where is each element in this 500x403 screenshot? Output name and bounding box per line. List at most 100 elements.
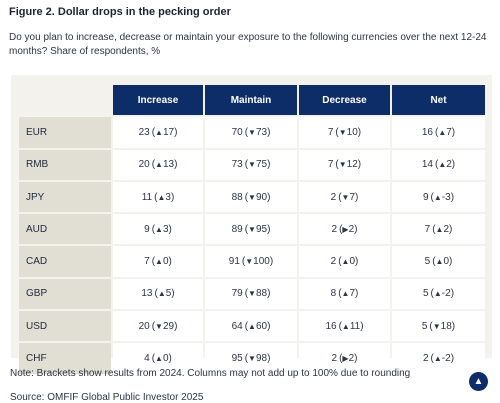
column-header-net: Net (392, 85, 485, 116)
prior-year-value: (▶2) (339, 224, 357, 235)
triangle-right-icon: ▶ (342, 224, 349, 234)
bracket-close: ) (267, 288, 271, 300)
cell-cad-net: 5 (▲0) (392, 246, 485, 277)
prior-value: 73 (255, 126, 268, 138)
cell-eur-net: 16 (▲7) (392, 117, 485, 148)
table-row: JPY 11 (▲3) 88 (▼90) 2 (▼7) 9 (▲-3) (19, 181, 485, 213)
cell-value: 2 (330, 191, 337, 203)
bracket-close: ) (170, 191, 175, 203)
prior-year-value: (▼18) (429, 321, 455, 332)
triangle-down-icon: ▼ (248, 224, 256, 234)
triangle-right-icon: ▶ (342, 354, 349, 364)
prior-value: 3 (165, 191, 171, 203)
bracket-close: ) (449, 223, 453, 235)
cell-value: 11 (141, 191, 153, 203)
triangle-up-icon: ▲ (155, 257, 163, 267)
bracket-close: ) (357, 159, 362, 171)
bracket-close: ) (355, 288, 359, 300)
prior-year-value: (▼90) (245, 192, 271, 203)
triangle-up-icon: ▲ (157, 289, 166, 299)
bracket-close: ) (355, 256, 359, 268)
cell-rmb-increase: 20 (▲13) (113, 149, 203, 180)
cell-value: 13 (141, 288, 153, 300)
cell-eur-increase: 23 (▲17) (113, 117, 203, 148)
cell-jpy-decrease: 2 (▼7) (299, 181, 390, 213)
cell-aud-net: 7 (▲2) (392, 214, 485, 245)
cell-value: 9 (144, 223, 150, 235)
cell-value: 8 (330, 288, 337, 300)
arrow-up-icon: ▲ (473, 375, 484, 387)
prior-value: 2 (446, 159, 452, 171)
cell-jpy-increase: 11 (▲3) (113, 181, 203, 213)
cell-gbp-decrease: 8 (▲7) (299, 278, 390, 310)
prior-year-value: (▲0) (152, 353, 172, 364)
bracket-open: ( (430, 353, 434, 365)
bracket-close: ) (451, 320, 456, 332)
bracket-close: ) (360, 320, 364, 332)
prior-year-value: (▲0) (432, 256, 452, 267)
bracket-open: ( (434, 159, 439, 171)
cell-value: 20 (138, 320, 150, 332)
prior-value: 2 (348, 223, 355, 235)
cell-value: 64 (231, 320, 243, 332)
bracket-open: ( (430, 191, 434, 203)
bracket-close: ) (355, 191, 359, 203)
triangle-up-icon: ▲ (157, 192, 166, 202)
footnote: Note: Brackets show results from 2024. C… (10, 368, 411, 379)
column-header-maintain: Maintain (205, 85, 297, 116)
prior-year-value: (▼7) (338, 192, 358, 203)
bracket-open: ( (151, 126, 156, 138)
prior-year-value: (▲7) (435, 127, 455, 138)
row-label-aud: AUD (19, 214, 111, 245)
corner-cell (19, 85, 111, 115)
cell-value: 14 (421, 159, 433, 171)
prior-year-value: (▲60) (245, 321, 271, 332)
triangle-up-icon: ▲ (433, 354, 442, 364)
cell-cad-increase: 7 (▲0) (113, 246, 203, 277)
bracket-open: ( (432, 223, 436, 235)
cell-aud-increase: 9 (▲3) (113, 214, 203, 245)
scroll-to-top-button[interactable]: ▲ (469, 372, 488, 391)
prior-year-value: (▲0) (338, 256, 358, 267)
triangle-down-icon: ▼ (338, 160, 347, 170)
bracket-open: ( (241, 256, 246, 268)
cell-value: 2 (330, 256, 337, 268)
cell-eur-maintain: 70 (▼73) (205, 117, 297, 148)
triangle-down-icon: ▼ (245, 257, 254, 267)
column-header-increase: Increase (113, 85, 203, 116)
table-row: RMB 20 (▲13) 73 (▼75) 7 (▼12) 14 (▲2) (19, 149, 485, 180)
table-row: EUR 23 (▲17) 70 (▼73) 7 (▼10) 16 (▲7) (19, 117, 485, 148)
cell-cad-maintain: 91 (▼100) (205, 246, 297, 277)
triangle-up-icon: ▲ (341, 289, 350, 299)
prior-value: 100 (253, 256, 270, 268)
prior-value: 0 (162, 256, 169, 268)
bracket-open: ( (338, 288, 342, 300)
triangle-up-icon: ▲ (155, 127, 163, 137)
bracket-close: ) (174, 126, 178, 138)
prior-year-value: (▼98) (245, 353, 271, 364)
prior-year-value: (▲7) (338, 288, 358, 299)
table-row: CAD 7 (▲0) 91 (▼100) 2 (▲0) 5 (▲0) (19, 246, 485, 277)
prior-year-value: (▲-2) (431, 288, 455, 299)
triangle-up-icon: ▲ (155, 160, 163, 170)
cell-gbp-increase: 13 (▲5) (113, 278, 203, 310)
bracket-open: ( (244, 288, 249, 300)
prior-value: 10 (346, 126, 358, 138)
cell-value: 16 (325, 320, 337, 332)
bracket-open: ( (335, 159, 339, 171)
cell-value: 23 (138, 126, 150, 138)
bracket-close: ) (450, 353, 455, 365)
cell-value: 5 (424, 256, 431, 268)
prior-value: 75 (255, 159, 268, 171)
cell-value: 9 (422, 191, 429, 203)
bracket-open: ( (151, 320, 156, 332)
source-line: Source: OMFIF Global Public Investor 202… (10, 392, 204, 403)
bracket-open: ( (151, 159, 156, 171)
cell-value: 7 (327, 126, 334, 138)
bracket-open: ( (154, 191, 158, 203)
prior-year-value: (▲2) (435, 159, 455, 170)
cell-rmb-decrease: 7 (▼12) (299, 149, 390, 180)
prior-year-value: (▲3) (152, 224, 172, 235)
triangle-down-icon: ▼ (248, 160, 256, 170)
bracket-open: ( (338, 191, 342, 203)
